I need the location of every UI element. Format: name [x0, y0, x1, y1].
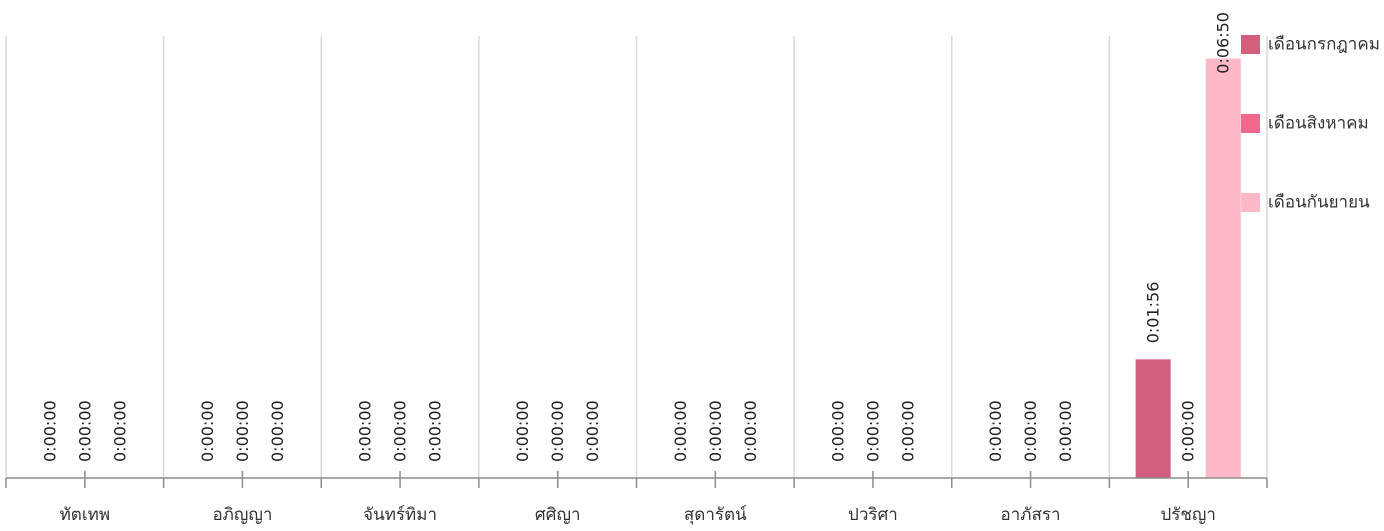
- legend-item-series-3[interactable]: เดือนกันยายน: [1241, 193, 1370, 213]
- bars: [1135, 58, 1241, 479]
- x-tick-label: จันทร์ทิมา: [363, 505, 437, 525]
- legend-label: เดือนกันยายน: [1268, 193, 1370, 213]
- legend-label: เดือนสิงหาคม: [1268, 114, 1369, 134]
- data-label: 0:00:00: [513, 400, 532, 462]
- data-label: 0:00:00: [40, 400, 59, 462]
- data-label: 0:00:00: [356, 400, 375, 462]
- data-label: 0:00:00: [671, 400, 690, 462]
- data-label: 0:00:00: [548, 400, 567, 462]
- data-label: 0:00:00: [391, 400, 410, 462]
- data-label: 0:00:00: [75, 400, 94, 462]
- data-label: 0:00:00: [741, 400, 760, 462]
- gridlines: [5, 36, 1268, 478]
- data-label: 0:00:00: [583, 400, 602, 462]
- data-label: 0:00:00: [268, 400, 287, 462]
- x-tick-label: อาภัสรา: [1001, 505, 1061, 525]
- data-label: 0:00:00: [898, 400, 917, 462]
- data-label: 0:06:50: [1214, 12, 1233, 74]
- data-label: 0:00:00: [110, 400, 129, 462]
- data-label: 0:00:00: [828, 400, 847, 462]
- bar-series-3-category-8: [1205, 58, 1241, 479]
- x-tick-label: ปวริศา: [848, 505, 898, 525]
- x-tick-label: ทัตเทพ: [60, 505, 110, 525]
- data-label: 0:00:00: [1179, 400, 1198, 462]
- data-label: 0:00:00: [426, 400, 445, 462]
- x-tick-label: อภิญญา: [212, 505, 272, 525]
- legend-swatch: [1241, 35, 1260, 54]
- x-tick-label: ปรัชญา: [1160, 505, 1216, 525]
- data-label: 0:00:00: [1021, 400, 1040, 462]
- data-label: 0:00:00: [863, 400, 882, 462]
- data-label: 0:00:00: [1056, 400, 1075, 462]
- data-label: 0:00:00: [198, 400, 217, 462]
- data-label: 0:00:00: [233, 400, 252, 462]
- legend-swatch: [1241, 114, 1260, 133]
- x-tick-label: สุดารัตน์: [684, 505, 747, 525]
- data-label: 0:00:00: [706, 400, 725, 462]
- legend-label: เดือนกรกฎาคม: [1268, 35, 1380, 55]
- data-label: 0:00:00: [986, 400, 1005, 462]
- legend-item-series-2[interactable]: เดือนสิงหาคม: [1241, 114, 1369, 134]
- data-labels: 0:00:00 0:00:00 0:00:00 0:00:00 0:00:00 0:00:…: [40, 12, 1232, 462]
- x-tick-label: ศศิญา: [535, 505, 581, 525]
- bar-series-1-category-8: [1135, 359, 1171, 478]
- legend-item-series-1[interactable]: เดือนกรกฎาคม: [1241, 35, 1380, 55]
- data-label: 0:01:56: [1144, 282, 1163, 344]
- legend-swatch: [1241, 193, 1260, 212]
- x-axis: ทัตเทพ อภิญญา จันทร์ทิมา ศศิญา สุดารัตน์ ปวริ…: [5, 471, 1268, 525]
